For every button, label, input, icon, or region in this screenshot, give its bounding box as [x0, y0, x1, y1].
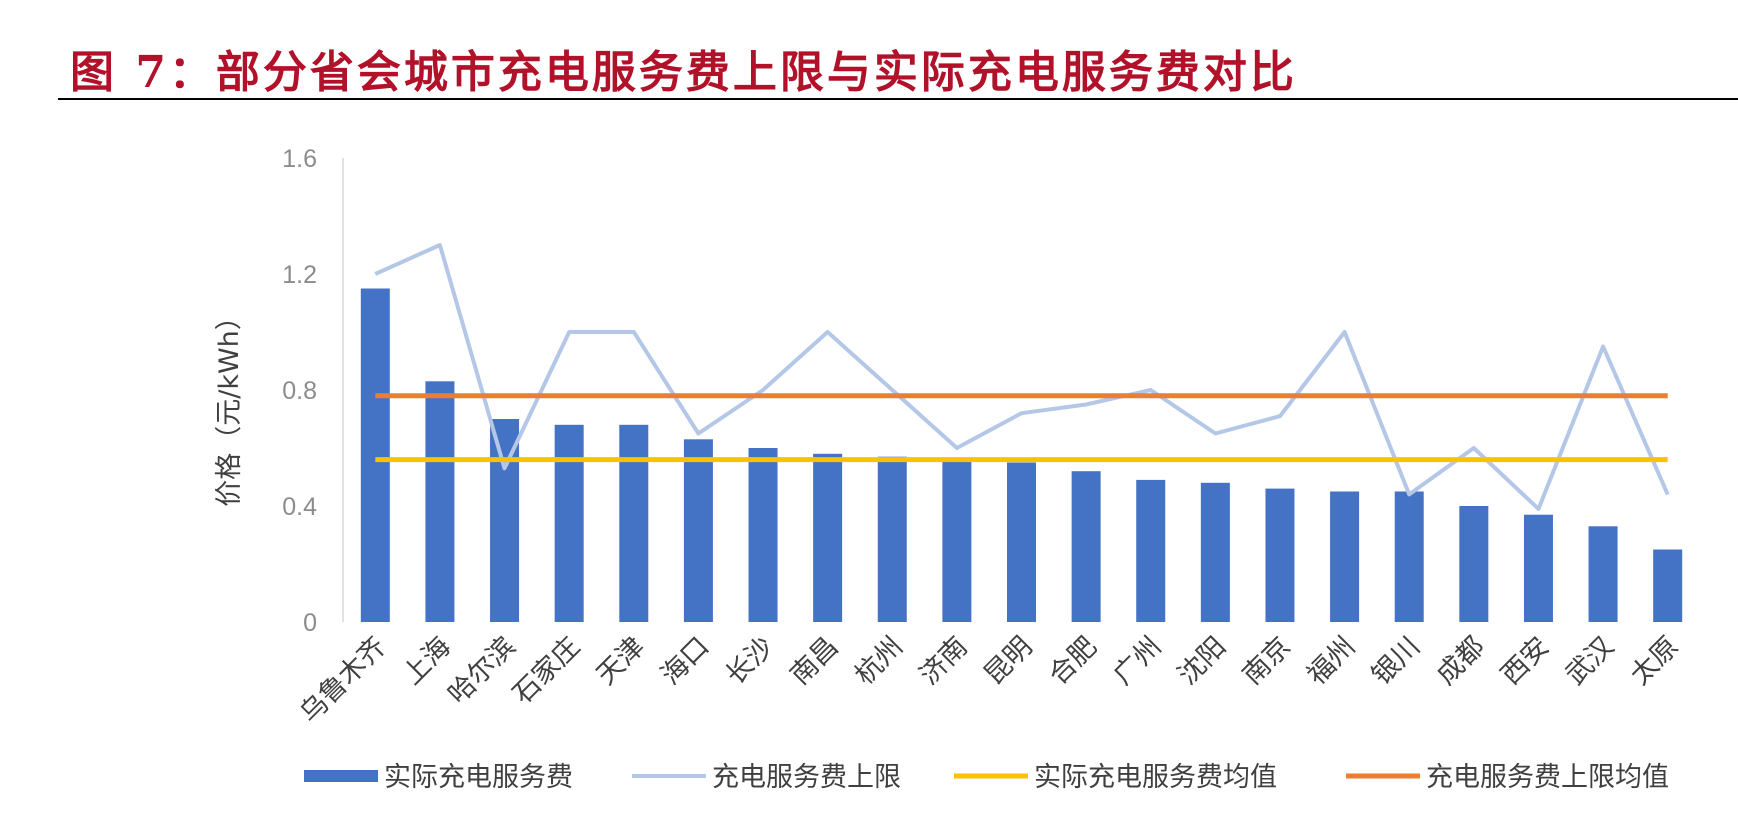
y-tick-label: 0 — [303, 609, 317, 637]
legend: 实际充电服务费 充电服务费上限 实际充电服务费均值 充电服务费上限均值 — [304, 762, 1669, 793]
x-tick-label: 石家庄 — [507, 631, 586, 710]
bar-17 — [1394, 491, 1424, 622]
x-tick-label: 广州 — [1108, 631, 1168, 691]
x-tick-label: 西安 — [1495, 631, 1555, 691]
legend-label: 实际充电服务费均值 — [1034, 762, 1277, 793]
bar-12 — [1071, 471, 1101, 622]
x-tick-label: 乌鲁木齐 — [294, 631, 392, 729]
bar-layer — [360, 288, 1683, 622]
x-tick-label: 太原 — [1625, 631, 1685, 691]
bar-5 — [619, 424, 649, 622]
bar-21 — [1653, 549, 1683, 622]
axis-layer: 0 0.4 0.8 1.2 1.6 价格（元/kWh） — [214, 145, 344, 637]
y-tick-label: 1.2 — [282, 261, 317, 289]
line-layer — [374, 243, 1670, 511]
x-tick-label: 济南 — [914, 631, 974, 691]
bar-11 — [1007, 462, 1036, 622]
legend-label: 充电服务费上限 — [712, 762, 901, 793]
x-tick-label: 银川 — [1366, 631, 1426, 691]
bar-13 — [1136, 479, 1166, 622]
x-tick-label: 昆明 — [978, 631, 1038, 691]
y-tick-label: 0.8 — [282, 377, 317, 405]
figure-title: 图 7：部分省会城市充电服务费上限与实际充电服务费对比 — [70, 47, 1297, 98]
x-tick-label: 哈尔滨 — [442, 631, 521, 710]
bar-2 — [425, 381, 455, 622]
bar-19 — [1523, 514, 1553, 622]
bar-14 — [1200, 482, 1230, 622]
x-tick-label: 合肥 — [1043, 631, 1103, 691]
bar-9 — [877, 456, 907, 622]
y-tick-label: 1.6 — [282, 145, 317, 173]
x-tick-label: 沈阳 — [1172, 631, 1232, 691]
bar-16 — [1330, 491, 1360, 622]
legend-swatch — [304, 770, 378, 782]
bar-15 — [1265, 488, 1295, 622]
x-tick-label: 杭州 — [849, 631, 909, 691]
legend-swatch — [954, 773, 1028, 779]
y-axis-title: 价格（元/kWh） — [214, 303, 245, 507]
x-tick-label: 海口 — [655, 631, 715, 691]
legend-label: 实际充电服务费 — [384, 762, 573, 793]
legend-swatch — [632, 774, 706, 778]
bar-3 — [490, 419, 520, 622]
y-tick-label: 0.4 — [282, 493, 317, 521]
bar-18 — [1459, 506, 1489, 622]
x-tick-label: 长沙 — [720, 631, 780, 691]
x-tick-label: 南京 — [1237, 631, 1297, 691]
x-tick-label: 武汉 — [1560, 631, 1620, 691]
bar-8 — [813, 453, 843, 622]
bar-10 — [942, 459, 972, 622]
x-tick-label: 南昌 — [784, 631, 844, 691]
legend-swatch — [1346, 773, 1420, 779]
bar-20 — [1588, 526, 1618, 622]
x-tick-label: 天津 — [591, 631, 651, 691]
bar-1 — [360, 288, 390, 622]
x-tick-label: 福州 — [1301, 631, 1361, 691]
bar-6 — [683, 439, 713, 622]
legend-label: 充电服务费上限均值 — [1426, 762, 1669, 793]
bar-7 — [748, 448, 778, 622]
x-tick-label: 成都 — [1431, 631, 1491, 691]
bar-4 — [554, 424, 584, 622]
title-divider — [58, 98, 1738, 100]
